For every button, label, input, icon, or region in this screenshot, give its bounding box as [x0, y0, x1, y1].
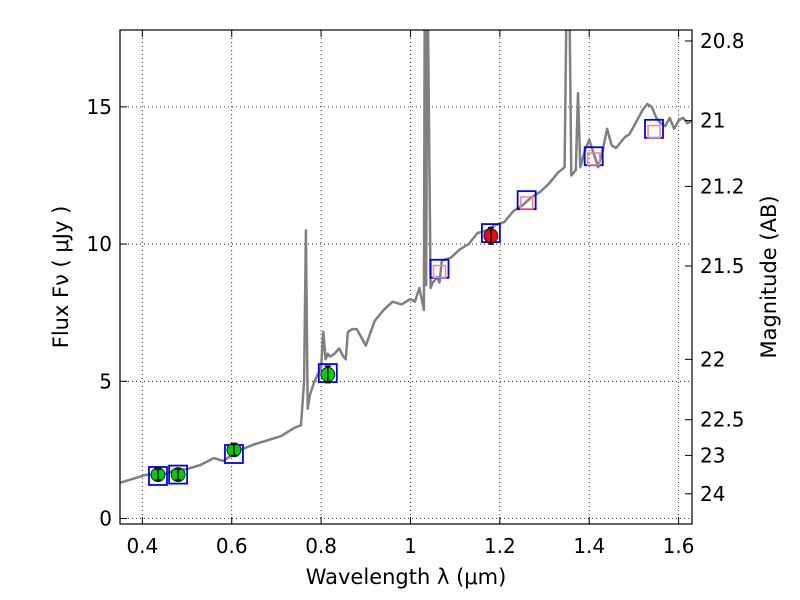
x-tick-label: 1: [404, 534, 417, 558]
x-tick-label: 0.6: [216, 534, 248, 558]
photometry-point: [150, 467, 166, 483]
x-tick-label: 1.2: [484, 534, 516, 558]
y-tick-label: 0: [99, 507, 112, 531]
data-layer: [120, 30, 692, 486]
right-tick-label: 23: [700, 443, 725, 467]
x-tick-label: 1.4: [573, 534, 605, 558]
photometry-point: [320, 365, 336, 384]
right-tick-label: 20.8: [700, 29, 745, 53]
right-axis-label: Magnitude (AB): [757, 195, 781, 358]
grid: [120, 30, 692, 524]
model-photometry-marker: [148, 466, 168, 486]
upper-limit-marker: [432, 264, 447, 279]
right-tick-label: 24: [700, 482, 725, 506]
right-tick-label: 21.2: [700, 174, 745, 198]
photometry-point: [170, 467, 186, 483]
x-axis-label: Wavelength λ (μm): [306, 565, 507, 589]
plot-frame: [119, 29, 693, 525]
right-tick-label: 21.5: [700, 254, 745, 278]
spectrum-line: [120, 30, 692, 484]
x-tick-label: 1.6: [663, 534, 695, 558]
right-tick-label: 21: [700, 109, 725, 133]
ticks: 0.4 0.6 0.8 1 1.2 1.4 1.6 0 5 10 15 20.8 21 21.2 21.5 2…: [87, 29, 745, 558]
right-tick-label: 22: [700, 347, 725, 371]
photometry-point: [226, 442, 242, 458]
upper-limit-marker: [586, 152, 601, 166]
y-axis-label: Flux Fν ( μJy ): [49, 206, 73, 349]
photometry-point: [483, 226, 499, 245]
x-tick-label: 0.8: [305, 534, 337, 558]
model-photometry-marker: [168, 464, 188, 485]
right-tick-label: 22.5: [700, 408, 745, 432]
y-tick-label: 15: [87, 95, 112, 119]
y-tick-label: 5: [99, 369, 112, 393]
upper-limit-marker: [647, 124, 661, 139]
x-tick-label: 0.4: [126, 534, 158, 558]
upper-limit-marker: [519, 196, 534, 210]
y-tick-label: 10: [87, 232, 112, 256]
